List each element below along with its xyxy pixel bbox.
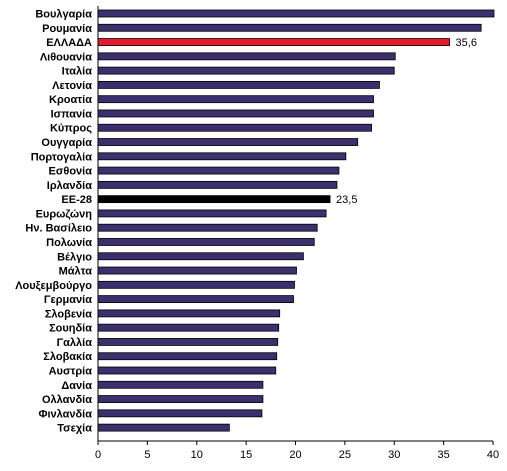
category-label-αυστρία: Αυστρία: [49, 366, 93, 378]
bar-βουλγαρία: [97, 9, 495, 18]
bar-ελλαδα: [97, 38, 450, 46]
bar-αυστρία: [97, 366, 277, 375]
x-tick-label-40: 40: [487, 449, 499, 461]
category-label-ιρλανδία: Ιρλανδία: [47, 180, 92, 192]
category-label-ισπανία: Ισπανία: [51, 108, 93, 120]
bar-εε-28: [97, 195, 331, 204]
bar-τσεχία: [97, 423, 230, 432]
bar-πορτογαλία: [97, 152, 347, 161]
bar-ιρλανδία: [97, 180, 338, 189]
category-label-ελλαδα: ΕΛΛΑΔΑ: [46, 37, 92, 49]
bar-σλοβενία: [97, 309, 281, 318]
category-labels: Βουλγαρία Ρουμανία ΕΛΛΑΔΑ Λιθουανία Ιταλία Λε…: [15, 9, 92, 435]
category-label-ολλανδία: Ολλανδία: [42, 394, 92, 406]
bar-σλοβακία: [97, 352, 278, 361]
bar-ισπανία: [97, 109, 374, 118]
category-label-ουγγαρία: Ουγγαρία: [41, 137, 92, 149]
category-label-βέλγιο: Βέλγιο: [57, 251, 92, 263]
bar-ευρωζώνη: [97, 209, 327, 218]
category-label-σλοβακία: Σλοβακία: [43, 351, 92, 363]
x-tick-label-30: 30: [388, 449, 400, 461]
bar-λουξεμβούργο: [97, 280, 295, 289]
category-label-τσεχία: Τσεχία: [57, 423, 92, 435]
x-tick-label-10: 10: [191, 449, 203, 461]
bar-πολωνία: [97, 238, 315, 246]
bar-λετονία: [97, 81, 380, 89]
category-label-δανία: Δανία: [61, 380, 92, 392]
category-label-πολωνία: Πολωνία: [46, 237, 92, 249]
bar-κύπρος: [97, 123, 372, 132]
bar-ρουμανία: [97, 23, 482, 32]
x-tick-label-20: 20: [289, 449, 301, 461]
category-label-λετονία: Λετονία: [52, 80, 92, 92]
x-tick-label-0: 0: [95, 449, 101, 461]
bar-εσθονία: [97, 166, 340, 175]
bar-μάλτα: [97, 266, 297, 275]
bar-δανία: [97, 380, 264, 389]
category-label-εσθονία: Εσθονία: [49, 166, 93, 178]
category-label-εε-28: ΕΕ-28: [61, 194, 92, 206]
x-tick-label-15: 15: [240, 449, 252, 461]
bar-φινλανδία: [97, 409, 263, 418]
bar-ιταλία: [97, 66, 395, 75]
category-label-κροατία: Κροατία: [49, 94, 92, 106]
bar-ολλανδία: [97, 395, 264, 403]
bar-γαλλία: [97, 338, 279, 346]
bar-κροατία: [97, 95, 374, 104]
data-label-εε-28: 23,5: [336, 194, 357, 206]
bar-βέλγιο: [97, 252, 304, 261]
x-axis: 0 5 10 15 20 25 30 35 40: [95, 6, 499, 461]
x-tick-label-35: 35: [438, 449, 450, 461]
category-label-κύπρος: Κύπρος: [50, 123, 92, 135]
bar-ην-βασίλειο: [97, 223, 318, 232]
category-label-γερμανία: Γερμανία: [44, 294, 92, 306]
category-label-ευρωζώνη: Ευρωζώνη: [36, 208, 93, 220]
bar-γερμανία: [97, 295, 294, 304]
bars-group: [97, 9, 495, 432]
x-tick-label-5: 5: [144, 449, 150, 461]
category-label-σλοβενία: Σλοβενία: [45, 308, 92, 320]
category-label-ρουμανία: Ρουμανία: [42, 23, 92, 35]
category-label-γαλλία: Γαλλία: [57, 337, 93, 349]
category-label-βουλγαρία: Βουλγαρία: [35, 9, 92, 21]
category-label-λουξεμβούργο: Λουξεμβούργο: [15, 280, 92, 292]
x-tick-label-25: 25: [339, 449, 351, 461]
bar-λιθουανία: [97, 52, 396, 61]
category-label-λιθουανία: Λιθουανία: [40, 51, 92, 63]
category-label-μάλτα: Μάλτα: [59, 266, 93, 278]
bar-ουγγαρία: [97, 138, 359, 146]
data-label-ελλαδα: 35,6: [456, 37, 477, 49]
category-label-σουηδία: Σουηδία: [49, 323, 92, 335]
data-labels: 35,6 23,5: [336, 37, 477, 206]
bar-σουηδία: [97, 323, 280, 332]
category-label-ην-βασίλειο: Ην. Βασίλειο: [25, 223, 92, 235]
category-label-φινλανδία: Φινλανδία: [38, 408, 92, 420]
category-label-ιταλία: Ιταλία: [62, 66, 93, 78]
category-label-πορτογαλία: Πορτογαλία: [31, 151, 93, 163]
